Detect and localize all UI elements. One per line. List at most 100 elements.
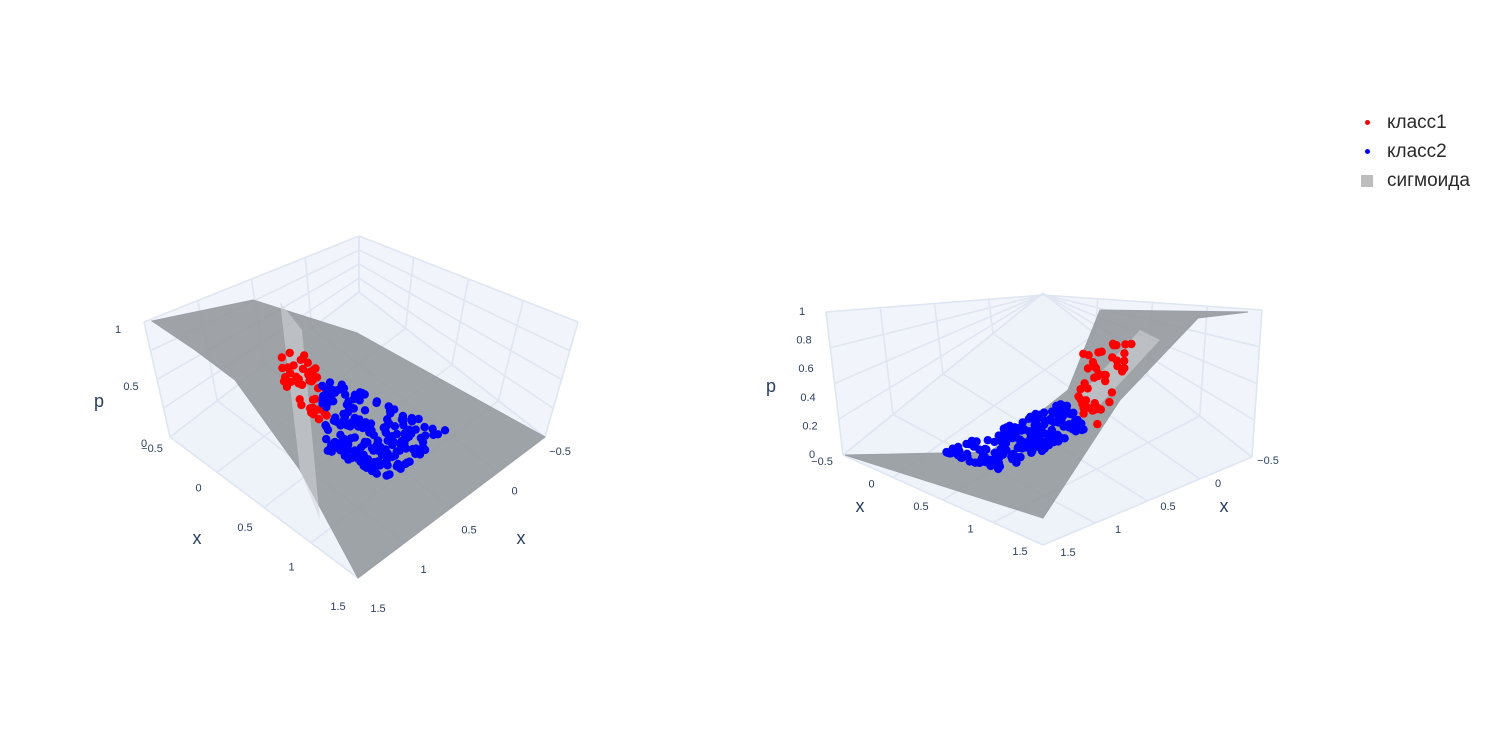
scatter-point[interactable] (308, 395, 318, 404)
scatter-point[interactable] (304, 369, 313, 379)
scatter-point[interactable] (389, 437, 398, 446)
scatter-point[interactable] (322, 411, 331, 420)
scatter-point[interactable] (963, 452, 972, 461)
scatter-point[interactable] (1058, 410, 1067, 420)
scatter-point[interactable] (1076, 385, 1085, 394)
scatter-point[interactable] (1014, 442, 1023, 451)
scatter-point[interactable] (298, 364, 308, 374)
scatter-point[interactable] (1015, 436, 1025, 445)
scatter-point[interactable] (400, 430, 410, 439)
scatter-point[interactable] (414, 414, 423, 424)
scatter-point[interactable] (308, 404, 318, 413)
scatter-point[interactable] (395, 446, 404, 455)
scatter-point[interactable] (1127, 339, 1136, 349)
legend-item-class1[interactable]: класс1 (1356, 108, 1496, 137)
scatter-point[interactable] (1079, 409, 1088, 418)
scatter-point[interactable] (1048, 428, 1057, 437)
scatter-point[interactable] (337, 380, 346, 389)
scatter-point[interactable] (318, 381, 327, 391)
scatter-point[interactable] (289, 361, 298, 370)
scatter-point[interactable] (356, 443, 366, 452)
scatter-point[interactable] (991, 461, 1000, 470)
scatter-point[interactable] (428, 424, 437, 433)
scatter-point[interactable] (1028, 437, 1038, 446)
scatter-point[interactable] (367, 426, 376, 435)
scatter-point[interactable] (1024, 427, 1034, 436)
scatter-point[interactable] (983, 436, 992, 445)
scatter-point[interactable] (1101, 376, 1110, 386)
legend-item-sigmoid[interactable]: сигмоида (1356, 166, 1496, 195)
scene-left[interactable]: −0.500.511.5−0.500.511.500.51x xp (94, 235, 579, 615)
scatter-point[interactable] (1094, 369, 1103, 379)
scatter-point[interactable] (1105, 397, 1114, 407)
scatter-point[interactable] (407, 417, 417, 426)
scatter-point[interactable] (381, 459, 390, 469)
scatter-point[interactable] (1027, 448, 1036, 457)
scatter-point[interactable] (1018, 418, 1027, 427)
scatter-point[interactable] (1051, 409, 1061, 418)
scatter-point[interactable] (1088, 358, 1098, 367)
scatter-point[interactable] (1070, 424, 1079, 434)
scatter-point[interactable] (398, 411, 408, 421)
scatter-point[interactable] (390, 405, 399, 414)
scatter-point[interactable] (350, 390, 360, 399)
scatter-point[interactable] (336, 446, 345, 455)
scatter-point[interactable] (325, 378, 335, 387)
scatter-point[interactable] (350, 433, 359, 442)
scatter-point[interactable] (1112, 356, 1122, 365)
scatter-point[interactable] (999, 424, 1008, 433)
scatter-point[interactable] (411, 449, 420, 459)
scatter-point[interactable] (1093, 419, 1102, 429)
scatter-point[interactable] (1109, 341, 1118, 350)
scatter-point[interactable] (344, 453, 353, 463)
scatter-point[interactable] (362, 463, 371, 472)
scatter-point[interactable] (440, 426, 450, 435)
scatter-point[interactable] (1041, 416, 1050, 425)
scatter-point[interactable] (369, 446, 378, 455)
scatter-point[interactable] (282, 382, 292, 391)
scatter-point[interactable] (1012, 458, 1021, 467)
scatter-point[interactable] (305, 376, 314, 385)
scatter-point[interactable] (277, 353, 286, 362)
scatter-point[interactable] (347, 418, 356, 427)
scatter-point[interactable] (1083, 364, 1093, 373)
scatter-series-2[interactable] (942, 400, 1088, 474)
scatter-point[interactable] (336, 430, 345, 439)
scatter-point[interactable] (383, 449, 392, 458)
scatter-point[interactable] (344, 397, 353, 406)
scatter-point[interactable] (1032, 426, 1041, 435)
scatter-point[interactable] (348, 403, 357, 413)
scatter-point[interactable] (1079, 403, 1088, 412)
scatter-point[interactable] (292, 372, 301, 381)
scatter-point[interactable] (392, 462, 401, 471)
scatter-point[interactable] (330, 437, 340, 447)
scatter-point[interactable] (357, 420, 366, 429)
scatter-point[interactable] (1121, 340, 1130, 349)
scatter-point[interactable] (405, 457, 414, 466)
scatter-point[interactable] (314, 415, 324, 424)
scatter-point[interactable] (1042, 440, 1052, 449)
scatter-point[interactable] (942, 447, 951, 457)
scatter-point[interactable] (323, 425, 333, 435)
scatter-point[interactable] (360, 406, 370, 415)
scatter-point[interactable] (322, 434, 331, 444)
scatter-point[interactable] (1083, 384, 1092, 393)
scatter-point[interactable] (1032, 419, 1041, 428)
scatter-point[interactable] (1054, 436, 1063, 445)
legend-item-class2[interactable]: класс2 (1356, 137, 1496, 166)
scatter-series-1[interactable] (277, 348, 331, 424)
scatter-point[interactable] (1117, 367, 1127, 376)
scatter-point[interactable] (965, 439, 974, 449)
scatter-point[interactable] (373, 437, 382, 446)
scatter-point[interactable] (303, 358, 312, 367)
scatter-point[interactable] (1120, 356, 1129, 365)
scatter-point[interactable] (1069, 408, 1078, 417)
scatter-point[interactable] (990, 437, 999, 447)
scatter-point[interactable] (381, 428, 391, 437)
scatter-point[interactable] (384, 419, 394, 428)
scatter-point[interactable] (329, 397, 338, 406)
scatter-point[interactable] (1053, 418, 1063, 427)
scatter-point[interactable] (309, 410, 318, 419)
scatter-point[interactable] (1094, 348, 1103, 357)
scatter-point[interactable] (1092, 403, 1102, 412)
